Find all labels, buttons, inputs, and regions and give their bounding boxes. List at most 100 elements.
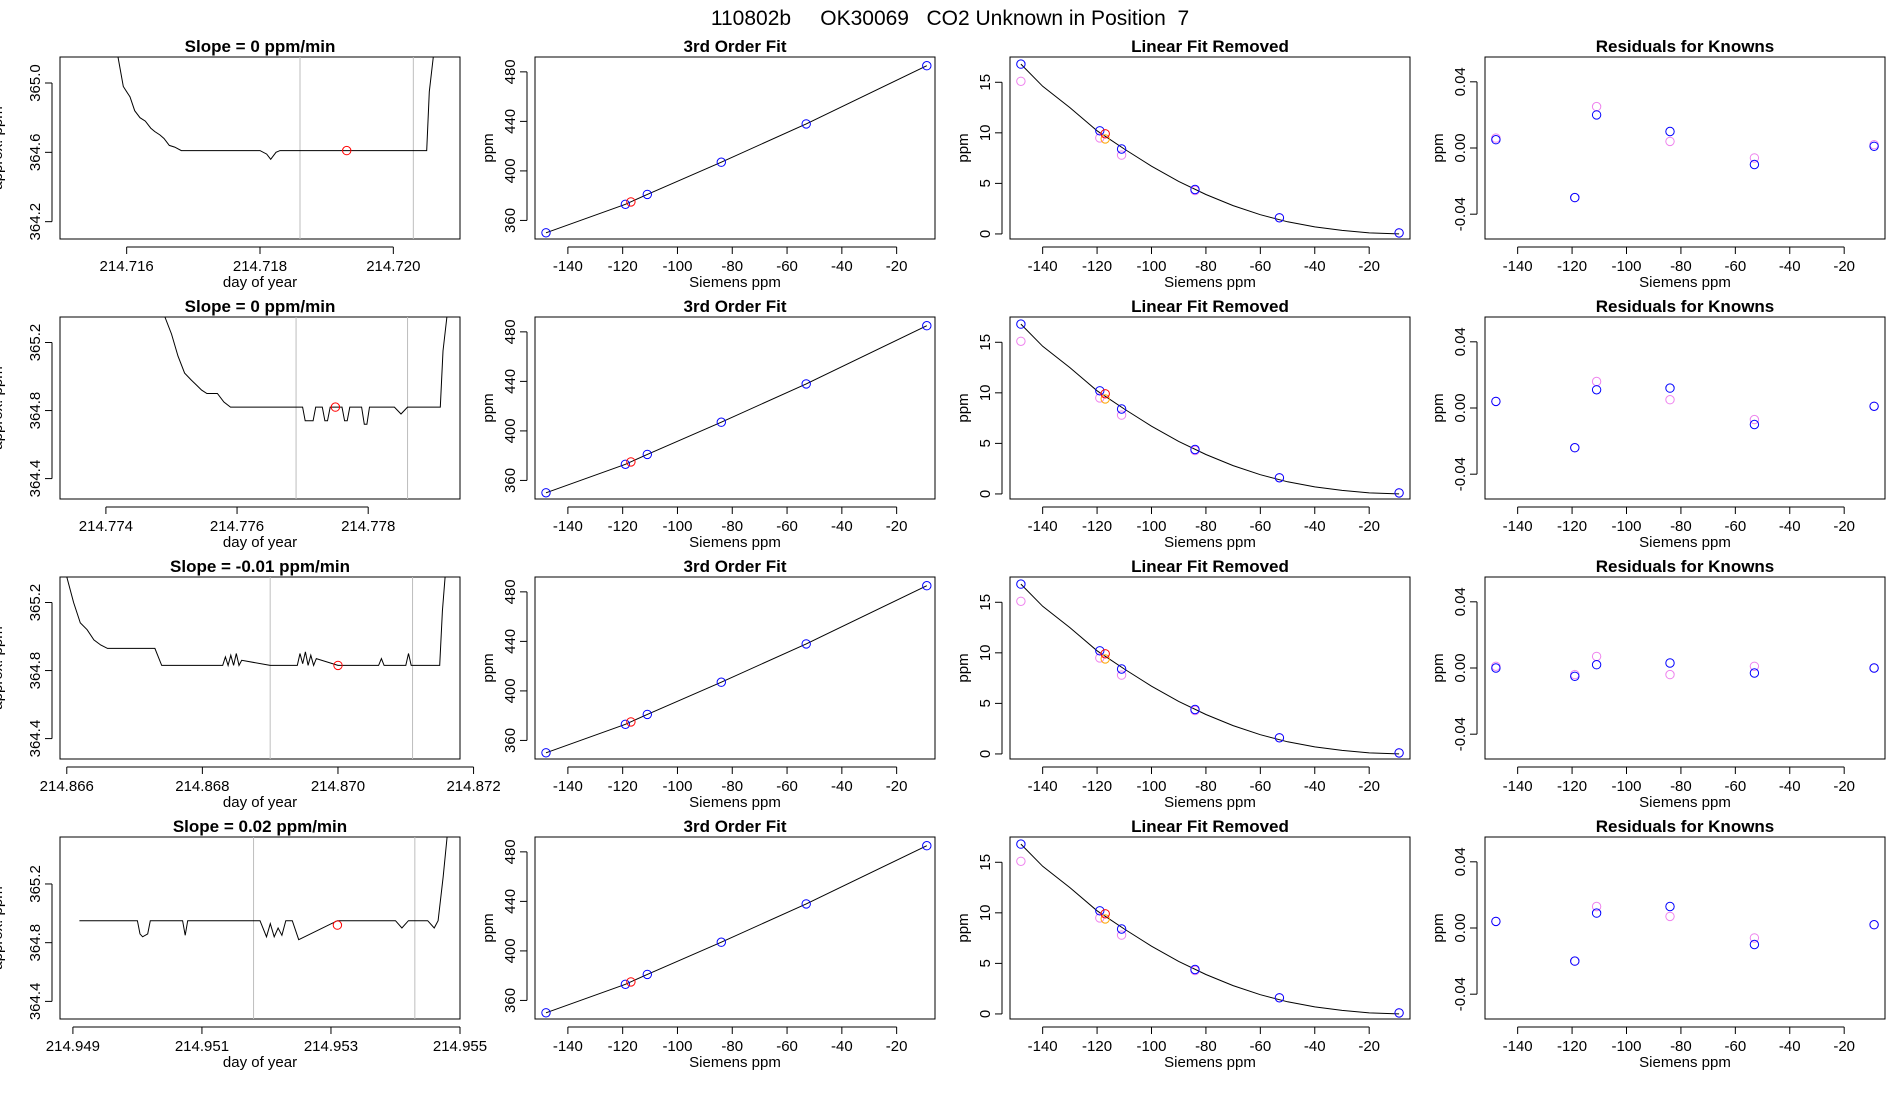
row-4-linear-removed-panel: Linear Fit Removed -140 -120 -100 -80 -60 -40 -… xyxy=(955,817,1411,1071)
residual-violet-point xyxy=(1749,153,1760,163)
lin2-y-tick-label: 5 xyxy=(977,439,994,447)
standard-point xyxy=(1394,1008,1404,1018)
res2-y-tick-label: 0.00 xyxy=(1452,393,1469,422)
res3-x-tick-label: -40 xyxy=(1779,778,1801,795)
fit3-x-tick-label: -40 xyxy=(831,778,853,795)
res2-title: Residuals for Knowns xyxy=(1596,297,1775,316)
lin2-x-tick-label: -20 xyxy=(1358,518,1380,535)
residual-blue-point xyxy=(1749,419,1760,430)
residual-violet-point xyxy=(1749,414,1760,425)
row-3-residuals-panel: Residuals for Knowns -140 -120 -100 -80 -60 -4… xyxy=(1430,557,1886,811)
fit3-x-tick-label: -140 xyxy=(553,778,583,795)
ts1-x-tick-label: 214.720 xyxy=(366,258,420,275)
standard-point xyxy=(716,417,726,427)
lin3-title: Linear Fit Removed xyxy=(1131,557,1289,576)
res1-x-tick-label: -40 xyxy=(1779,258,1801,275)
fit2-y-tick-label: 360 xyxy=(502,468,519,493)
standard-point xyxy=(1190,704,1200,715)
lin1-title: Linear Fit Removed xyxy=(1131,37,1289,56)
fit3-y-tick-label: 480 xyxy=(502,579,519,604)
fit3-x-tick-label: -100 xyxy=(662,778,692,795)
standard-point xyxy=(1016,319,1026,329)
residual-blue-point xyxy=(1491,135,1501,145)
residual-blue-point xyxy=(1570,192,1580,203)
ts3-title: Slope = -0.01 ppm/min xyxy=(170,557,350,576)
row-1-timeseries-panel: Slope = 0 ppm/min 214.716 214.718 214.720 da… xyxy=(0,37,461,291)
ts1-y-axis-label: approx. ppm xyxy=(0,106,6,189)
ts2-x-tick-label: 214.774 xyxy=(79,518,133,535)
standard-point xyxy=(620,199,631,210)
residual-blue-point xyxy=(1591,660,1602,670)
lin2-title: Linear Fit Removed xyxy=(1131,297,1289,316)
row-2-fit-panel: 3rd Order Fit -140 -120 -100 -80 -60 -40 -20 Sie… xyxy=(480,297,936,551)
res2-x-tick-label: -60 xyxy=(1724,518,1746,535)
res1-x-tick-label: -100 xyxy=(1611,258,1641,275)
lin2-y-tick-label: 15 xyxy=(977,334,994,351)
fit1-y-tick-label: 360 xyxy=(502,208,519,233)
standard-point xyxy=(642,969,652,980)
standard-point xyxy=(1274,473,1285,483)
row-1-fit-panel: 3rd Order Fit -140 -120 -100 -80 -60 -40 -20 Sie… xyxy=(480,37,936,291)
standard-point xyxy=(1016,839,1026,849)
fit4-title: 3rd Order Fit xyxy=(684,817,787,836)
ts2-y-tick-label: 364.8 xyxy=(27,392,44,430)
lin4-x-tick-label: -140 xyxy=(1028,1038,1058,1055)
concentration-trace xyxy=(164,317,448,425)
res2-y-tick-label: 0.04 xyxy=(1452,327,1469,356)
residual-violet-point xyxy=(1591,101,1602,112)
ts4-y-tick-label: 365.2 xyxy=(27,865,44,903)
lin1-x-tick-label: -100 xyxy=(1136,258,1166,275)
ts3-y-tick-label: 364.4 xyxy=(27,720,44,758)
fit3-title: 3rd Order Fit xyxy=(684,557,787,576)
res2-x-tick-label: -140 xyxy=(1503,518,1533,535)
fit3-frame xyxy=(534,576,936,760)
standard-point xyxy=(1095,646,1105,656)
unknown-point xyxy=(1100,389,1110,399)
res4-x-tick-label: -20 xyxy=(1833,1038,1855,1055)
fit2-x-axis-label: Siemens ppm xyxy=(689,534,781,551)
res4-x-axis-label: Siemens ppm xyxy=(1639,1054,1731,1071)
lin1-y-tick-label: 10 xyxy=(977,124,994,141)
standard-point xyxy=(620,459,631,469)
concentration-trace xyxy=(66,577,446,668)
standard-point xyxy=(716,937,726,947)
res3-x-tick-label: -120 xyxy=(1557,778,1587,795)
res4-x-tick-label: -120 xyxy=(1557,1038,1587,1055)
res2-x-tick-label: -80 xyxy=(1670,518,1692,535)
mean-marker xyxy=(333,660,343,671)
res1-x-tick-label: -80 xyxy=(1670,258,1692,275)
fit4-x-tick-label: -140 xyxy=(553,1038,583,1055)
fit2-y-tick-label: 400 xyxy=(502,418,519,443)
res4-y-axis-label: ppm xyxy=(1430,913,1447,942)
assigned-point xyxy=(1016,76,1026,87)
standard-point xyxy=(620,979,631,989)
residual-violet-point xyxy=(1749,933,1760,943)
standard-point xyxy=(541,748,551,758)
res4-x-tick-label: -100 xyxy=(1611,1038,1641,1055)
ts4-x-tick-label: 214.955 xyxy=(433,1038,487,1055)
lin2-frame xyxy=(1009,316,1411,500)
fit3-x-tick-label: -60 xyxy=(776,778,798,795)
standard-point xyxy=(716,677,726,687)
concentration-trace xyxy=(79,837,448,941)
fit4-y-tick-label: 440 xyxy=(502,889,519,914)
lin4-x-tick-label: -40 xyxy=(1304,1038,1326,1055)
lin2-x-tick-label: -140 xyxy=(1028,518,1058,535)
res1-x-tick-label: -60 xyxy=(1724,258,1746,275)
ts3-x-tick-label: 214.866 xyxy=(40,778,94,795)
assigned-point xyxy=(1016,856,1026,866)
figure-title: 110802b OK30069 CO2 Unknown in Position … xyxy=(711,7,1189,30)
lin4-y-tick-label: 10 xyxy=(977,904,994,921)
fit4-x-tick-label: -80 xyxy=(721,1038,743,1055)
lin1-x-tick-label: -140 xyxy=(1028,258,1058,275)
fit1-x-tick-label: -140 xyxy=(553,258,583,275)
fit1-y-tick-label: 400 xyxy=(502,158,519,183)
standard-point xyxy=(1116,144,1127,154)
standard-point xyxy=(1116,664,1127,674)
standard-point xyxy=(1095,126,1105,136)
standard-point xyxy=(1394,488,1404,498)
ts3-x-tick-label: 214.870 xyxy=(311,778,365,795)
ts1-x-tick-label: 214.718 xyxy=(233,258,287,275)
fit1-x-tick-label: -40 xyxy=(831,258,853,275)
fit2-x-tick-label: -20 xyxy=(886,518,908,535)
